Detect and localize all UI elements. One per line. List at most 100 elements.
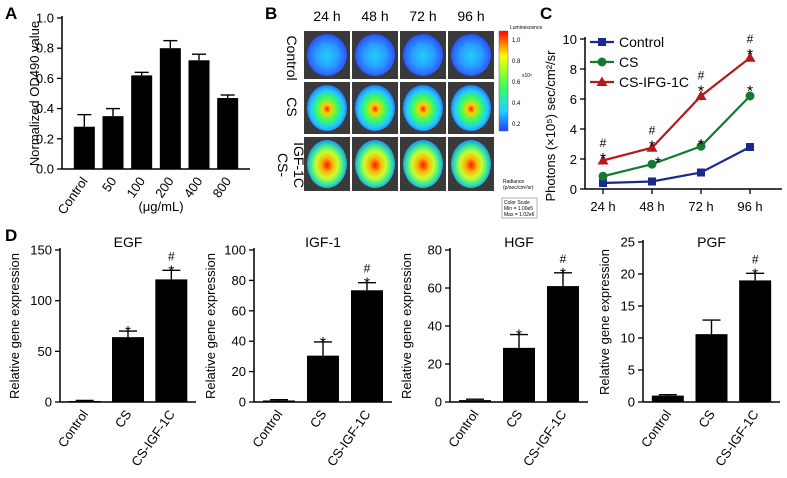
d-hgf-y-tick-label: 40	[428, 319, 442, 334]
b-time-label: 48 h	[361, 8, 388, 24]
d-hgf-y-tick-label: 80	[428, 243, 442, 258]
c-sig-star: *	[698, 137, 704, 154]
c-line-cs-ifg-1c	[602, 56, 751, 162]
d-egf-bar-control	[68, 400, 101, 402]
b-colorbar-box-text: Max = 1.02e6	[504, 212, 535, 218]
c-y-tick-label: 0	[570, 182, 577, 197]
a-x-tick-label: 400	[181, 174, 206, 200]
c-y-tick-label: 8	[570, 62, 577, 77]
a-x-tick-label: Control	[54, 174, 90, 217]
a-y-label: Normalized OD490 value	[27, 21, 42, 166]
c-legend-marker-cs	[597, 57, 607, 67]
a-bar-200	[159, 48, 181, 170]
b-heatmap-blob	[451, 140, 491, 188]
d-hgf-x-tick-label: Control	[445, 407, 481, 450]
d-igf1-bar-control	[263, 400, 295, 402]
d-pgf-y-tick-label: 10	[621, 331, 635, 346]
c-sig-hash: #	[600, 136, 607, 150]
d-pgf-y-tick-label: 5	[628, 363, 635, 378]
d-egf-sig-hash: #	[168, 249, 175, 263]
d-igf1-x-tick-label: Control	[249, 407, 285, 450]
b-colorbar-scale: x10⁶	[522, 73, 532, 79]
d-pgf-y-tick-label: 20	[621, 267, 635, 282]
b-row-label: CS-	[275, 153, 291, 177]
b-heatmap-blob	[451, 85, 491, 131]
c-legend-label-cs: CS	[619, 54, 638, 70]
c-x-tick-label: 48 h	[639, 199, 664, 214]
b-time-label: 72 h	[409, 8, 436, 24]
c-line-cs	[602, 95, 751, 178]
c-point-cs-ifg-1c	[744, 52, 756, 62]
b-heatmap-blob	[451, 34, 491, 76]
c-sig-star: *	[747, 84, 753, 101]
d-hgf-x-tick-label: CS	[503, 407, 526, 431]
d-igf1-bar-cs-igf-1c	[351, 290, 383, 402]
a-bar-800	[217, 98, 239, 169]
panel-label-d: D	[5, 226, 17, 245]
d-igf1-x-tick-label: CS	[307, 407, 330, 431]
a-bar-control	[73, 126, 95, 169]
c-line-control	[602, 146, 751, 185]
c-point-cs	[598, 171, 608, 181]
c-x-tick-label: 24 h	[590, 199, 615, 214]
b-heatmap-blob	[307, 85, 347, 131]
a-y-tick-label: 0.4	[36, 101, 54, 116]
b-heatmap-blob	[403, 34, 443, 76]
d-pgf-sig-hash: #	[752, 252, 759, 266]
d-egf-y-tick-label: 0	[45, 395, 52, 410]
c-point-cs-ifg-1c	[597, 155, 609, 165]
c-point-control	[746, 143, 754, 151]
b-heatmap-blob	[403, 140, 443, 188]
d-pgf-bar-cs	[695, 334, 728, 402]
b-row-label: IGF-1C	[291, 142, 307, 188]
d-hgf-bar-cs	[503, 347, 535, 402]
d-egf-bar-cs	[112, 337, 144, 402]
d-hgf-title: HGF	[504, 234, 534, 250]
c-sig-hash: #	[698, 69, 705, 83]
a-y-tick-label: 1.0	[36, 11, 54, 26]
d-egf-x-tick-label: CS-IGF-1C	[128, 407, 178, 469]
b-heatmap-blob	[355, 85, 395, 131]
d-egf-sig-star: *	[125, 324, 131, 341]
a-x-tick-label: 800	[209, 174, 234, 200]
d-egf-y-tick-label: 100	[30, 293, 52, 308]
b-colorbar-tick: 0.2	[512, 122, 521, 128]
c-y-tick-label: 4	[570, 122, 577, 137]
b-time-label: 24 h	[313, 8, 340, 24]
d-pgf-x-tick-label: Control	[638, 407, 674, 450]
d-egf-x-tick-label: Control	[55, 407, 91, 450]
b-heatmap-blob	[403, 85, 443, 131]
b-colorbar-units: Radiance	[503, 179, 524, 185]
a-y-tick-label: 0.0	[36, 162, 54, 177]
d-igf1-y-tick-label: 80	[232, 273, 246, 288]
b-colorbar-box-text: Min = 1.00e5	[504, 206, 533, 212]
c-legend-marker-control	[598, 38, 606, 46]
d-igf1-y-tick-label: 20	[232, 364, 246, 379]
c-point-control	[648, 177, 656, 186]
panel-label-b: B	[265, 4, 277, 23]
d-hgf-sig-star: *	[516, 328, 522, 345]
c-legend-label-cs-ifg-1c: CS-IFG-1C	[619, 74, 689, 90]
a-bar-400	[188, 60, 210, 169]
c-point-cs-ifg-1c	[646, 142, 658, 152]
d-hgf-sig-hash: #	[560, 252, 567, 266]
b-heatmap-blob	[355, 140, 395, 188]
d-pgf-y-tick-label: 0	[628, 395, 635, 410]
d-pgf-x-tick-label: CS	[695, 407, 718, 431]
c-legend-label-control: Control	[619, 34, 664, 50]
d-igf1-y-tick-label: 60	[232, 303, 246, 318]
d-igf1-sig-star: *	[320, 335, 326, 352]
a-x-tick-label: 200	[152, 174, 177, 200]
c-sig-star: *	[655, 155, 661, 172]
b-heatmap-blob	[307, 140, 347, 188]
d-igf1-sig-star: *	[364, 276, 370, 293]
d-hgf-y-tick-label: 0	[435, 395, 442, 410]
c-sig-star: *	[747, 47, 753, 64]
d-hgf-y-tick-label: 60	[428, 281, 442, 296]
d-hgf-x-tick-label: CS-IGF-1C	[520, 407, 570, 469]
c-y-label: Photons (×10⁵) sec/cm²/sr	[543, 50, 558, 202]
a-bar-50	[102, 116, 124, 169]
c-point-control	[599, 179, 607, 187]
b-colorbar-units: (p/sec/cm²/sr)	[503, 185, 534, 191]
